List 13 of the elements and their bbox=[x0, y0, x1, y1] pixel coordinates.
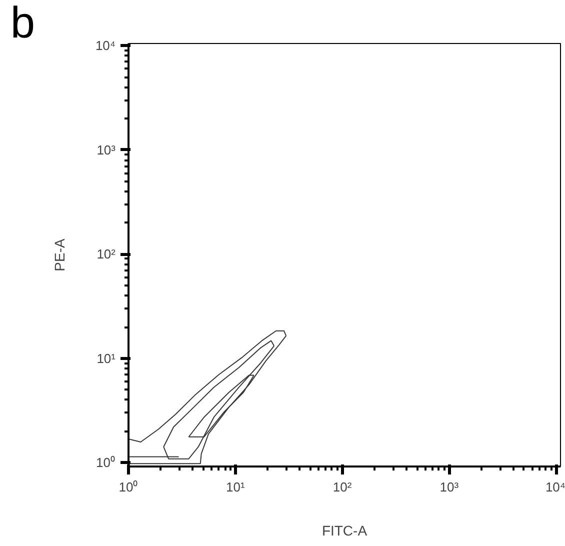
y-tick-label: 10² bbox=[96, 246, 116, 262]
x-tick-label: 10² bbox=[332, 480, 352, 494]
x-tick-label: 10⁰ bbox=[118, 480, 138, 494]
x-tick-label: 10³ bbox=[440, 480, 460, 494]
y-tick-label: 10⁴ bbox=[95, 38, 116, 54]
x-tick-label: 10¹ bbox=[226, 480, 246, 494]
y-axis-title: PE-A bbox=[51, 238, 68, 272]
x-tick-label: 10⁴ bbox=[545, 480, 565, 494]
y-tick-label: 10⁰ bbox=[96, 455, 116, 470]
y-tick-label: 10¹ bbox=[96, 350, 116, 366]
y-tick-label: 10³ bbox=[96, 142, 116, 158]
x-axis-title: FITC-A bbox=[322, 522, 368, 538]
chart-title: b bbox=[10, 0, 35, 48]
